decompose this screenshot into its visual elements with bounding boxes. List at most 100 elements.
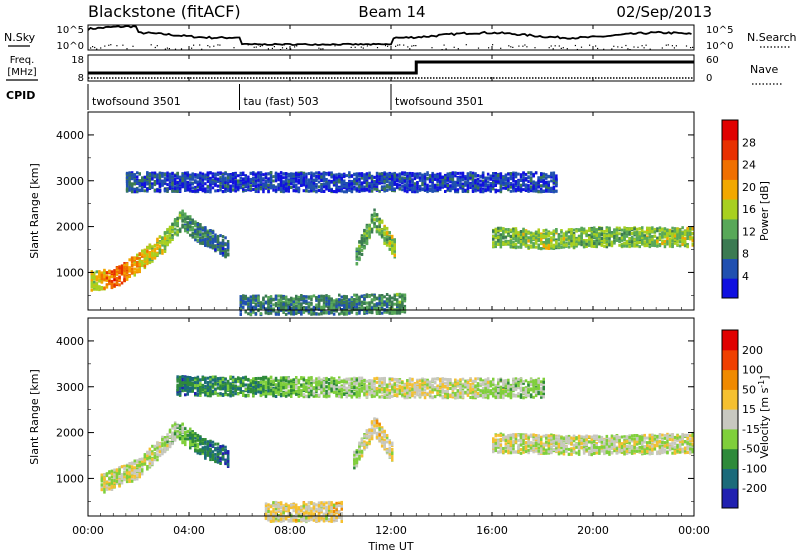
heatmap-cell — [459, 171, 462, 175]
heatmap-cell — [95, 275, 99, 279]
heatmap-cell — [295, 179, 298, 183]
heatmap-cell — [656, 240, 659, 243]
heatmap-cell — [161, 237, 164, 240]
heatmap-cell — [469, 186, 472, 189]
heatmap-cell — [325, 296, 328, 300]
heatmap-cell — [171, 230, 174, 234]
heatmap-cell — [363, 232, 366, 236]
heatmap-cell — [176, 187, 179, 190]
heatmap-cell — [663, 232, 667, 236]
heatmap-cell — [214, 173, 217, 177]
heatmap-cell — [370, 227, 374, 231]
heatmap-cell — [494, 190, 497, 194]
heatmap-cell — [146, 172, 149, 176]
heatmap-cell — [138, 252, 141, 256]
heatmap-cell — [209, 186, 212, 190]
heatmap-cell — [471, 180, 475, 184]
heatmap-cell — [476, 188, 480, 192]
heatmap-cell — [388, 237, 391, 240]
heatmap-cell — [497, 180, 500, 184]
heatmap-cell — [401, 181, 404, 185]
heatmap-cell — [335, 190, 338, 194]
nsearch-point — [589, 44, 591, 46]
heatmap-cell — [267, 306, 270, 310]
heatmap-cell — [658, 229, 662, 232]
heatmap-cell — [254, 302, 258, 306]
heatmap-cell — [411, 188, 414, 192]
heatmap-cell — [393, 182, 396, 186]
heatmap-cell — [492, 229, 495, 233]
heatmap-cell — [244, 295, 247, 299]
heatmap-cell — [643, 234, 646, 238]
heatmap-cell — [262, 305, 265, 309]
nsearch-point — [665, 44, 667, 46]
heatmap-cell — [221, 251, 225, 255]
heatmap-cell — [146, 182, 149, 186]
heatmap-cell — [668, 229, 672, 233]
heatmap-cell — [163, 173, 167, 177]
heatmap-cell — [302, 183, 306, 187]
heatmap-cell — [348, 171, 351, 175]
heatmap-cell — [550, 241, 553, 245]
nsearch-point — [445, 48, 447, 50]
heatmap-cell — [481, 187, 485, 191]
heatmap-cell — [686, 226, 689, 230]
heatmap-cell — [504, 235, 508, 239]
heatmap-cell — [305, 182, 308, 185]
heatmap-cell — [204, 229, 207, 233]
heatmap-cell — [630, 227, 634, 231]
heatmap-cell — [219, 251, 222, 255]
heatmap-cell — [613, 229, 616, 233]
heatmap-cell — [186, 171, 189, 175]
heatmap-cell — [138, 268, 141, 272]
heatmap-cell — [310, 178, 313, 182]
heatmap-cell — [153, 248, 157, 251]
heatmap-cell — [191, 189, 194, 193]
heatmap-cell — [683, 238, 687, 242]
heatmap-cell — [363, 236, 366, 240]
heatmap-cell — [461, 178, 465, 182]
heatmap-cell — [335, 173, 338, 177]
heatmap-cell — [90, 288, 93, 292]
heatmap-cell — [252, 310, 255, 314]
heatmap-cell — [123, 277, 126, 281]
heatmap-cell — [269, 301, 273, 305]
heatmap-cell — [244, 297, 247, 301]
heatmap-cell — [683, 230, 687, 234]
nsearch-point — [354, 46, 356, 48]
heatmap-cell — [322, 294, 326, 298]
heatmap-cell — [340, 175, 343, 179]
heatmap-cell — [615, 228, 619, 232]
heatmap-cell — [628, 238, 631, 242]
heatmap-cell — [338, 172, 341, 176]
heatmap-cell — [343, 175, 346, 179]
heatmap-cell — [403, 177, 407, 180]
heatmap-cell — [194, 189, 197, 193]
heatmap-cell — [540, 241, 543, 245]
heatmap-cell — [360, 176, 364, 180]
heatmap-cell — [247, 307, 250, 311]
heatmap-cell — [373, 187, 376, 191]
heatmap-cell — [378, 228, 381, 232]
heatmap-cell — [130, 190, 134, 194]
heatmap-cell — [211, 231, 215, 235]
heatmap-cell — [252, 177, 255, 180]
heatmap-cell — [272, 303, 275, 307]
heatmap-cell — [635, 234, 639, 238]
heatmap-cell — [492, 183, 495, 187]
heatmap-cell — [661, 231, 664, 235]
heatmap-cell — [552, 238, 556, 242]
heatmap-cell — [481, 179, 485, 183]
nsearch-point — [384, 45, 387, 47]
heatmap-cell — [524, 178, 528, 182]
heatmap-cell — [497, 226, 500, 230]
heatmap-cell — [231, 181, 235, 185]
heatmap-cell — [130, 187, 134, 191]
heatmap-cell — [608, 232, 611, 236]
heatmap-cell — [95, 285, 99, 289]
heatmap-cell — [302, 306, 306, 309]
heatmap-cell — [292, 185, 295, 189]
heatmap-cell — [161, 249, 164, 252]
heatmap-cell — [524, 189, 528, 192]
heatmap-cell — [646, 236, 649, 240]
